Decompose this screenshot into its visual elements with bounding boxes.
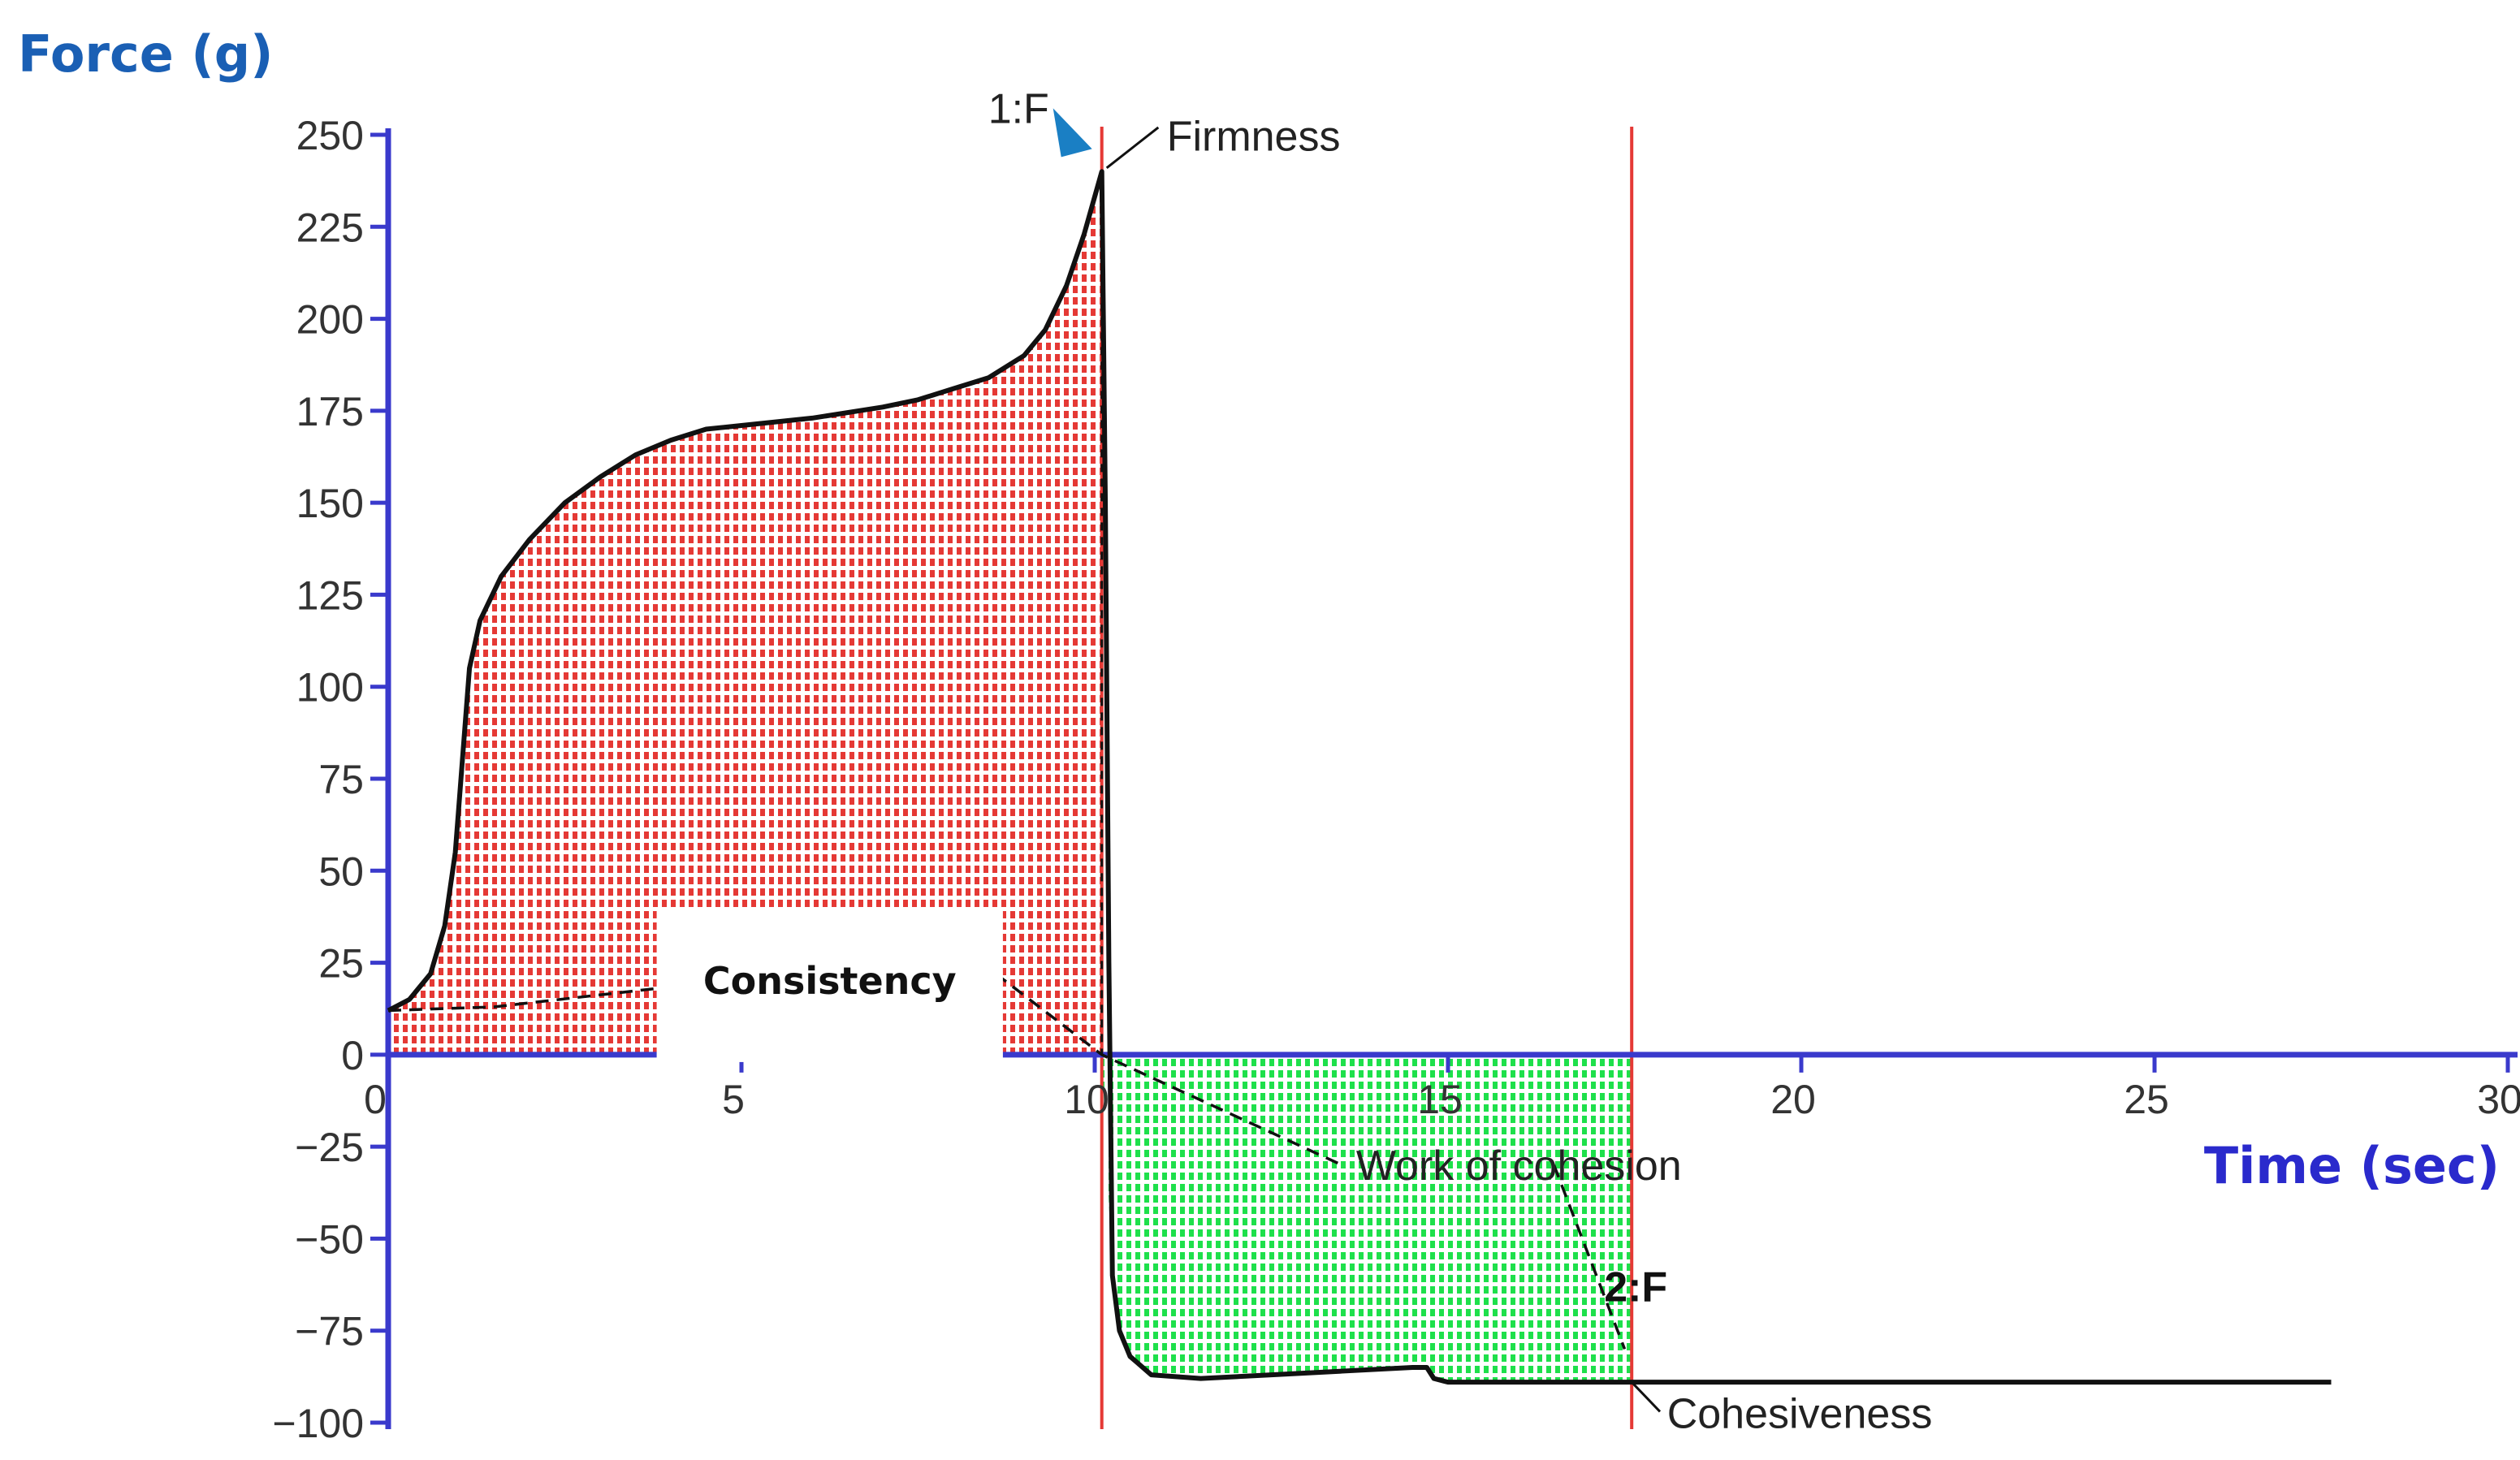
x-tick-label: 20 [1770,1077,1816,1122]
x-tick-label: 10 [1064,1077,1109,1122]
y-tick-label: 150 [296,481,364,526]
y-tick-label: 100 [296,665,364,711]
x-axis-title: Time (sec) [2204,1136,2500,1195]
y-tick-label: 0 [341,1033,364,1078]
x-tick-label: 5 [722,1077,745,1122]
cohesiveness-leader [1631,1381,1662,1413]
cohesion-to-2f-leader [1552,1164,1627,1350]
y-tick-label: 250 [296,113,364,158]
y-tick-label: −75 [295,1309,364,1354]
y-tick-label: 75 [318,757,364,802]
y-tick-label: 225 [296,205,364,250]
y-tick-label: 200 [296,297,364,343]
y-tick-label: −100 [272,1401,364,1446]
y-axis-title: Force (g) [18,24,273,84]
y-tick-label: 125 [296,572,364,618]
y-tick-label: −50 [295,1216,364,1262]
annotation-firmness: Firmness [1167,113,1341,160]
consistency-area [388,171,1102,1055]
y-tick-label: 50 [318,849,364,894]
y-tick-label: 25 [318,941,364,987]
force-curve [387,169,2332,1385]
x-tick-label: 30 [2477,1077,2520,1122]
y-ticks: 2502252001751501251007550250−25−50−75−10… [272,113,388,1446]
annotation-work-of-cohesion: Work of cohesion [1356,1143,1682,1190]
firmness-leader [1105,126,1160,169]
x-tick-label: 0 [364,1077,387,1122]
annotation-consistency: Consistency [703,959,957,1003]
y-tick-label: 175 [296,389,364,434]
work-of-cohesion-area [1101,1054,1632,1383]
annotation-2-f: 2:F [1604,1263,1667,1311]
x-ticks: 0 5 10 15 20 25 30 [364,1054,2520,1122]
x-tick-label: 15 [1417,1077,1463,1122]
y-tick-label: −25 [295,1125,364,1170]
x-tick-label: 25 [2124,1077,2169,1122]
peak-marker-icon [1053,108,1092,158]
consistency-label-box [656,907,1003,1062]
annotation-cohesiveness: Cohesiveness [1667,1390,1933,1437]
consistency-leader [387,987,657,1013]
annotation-1-f: 1:F [988,85,1049,132]
annotations: 1:F Firmness Consistency Work of cohesion 2:… [703,85,1932,1437]
